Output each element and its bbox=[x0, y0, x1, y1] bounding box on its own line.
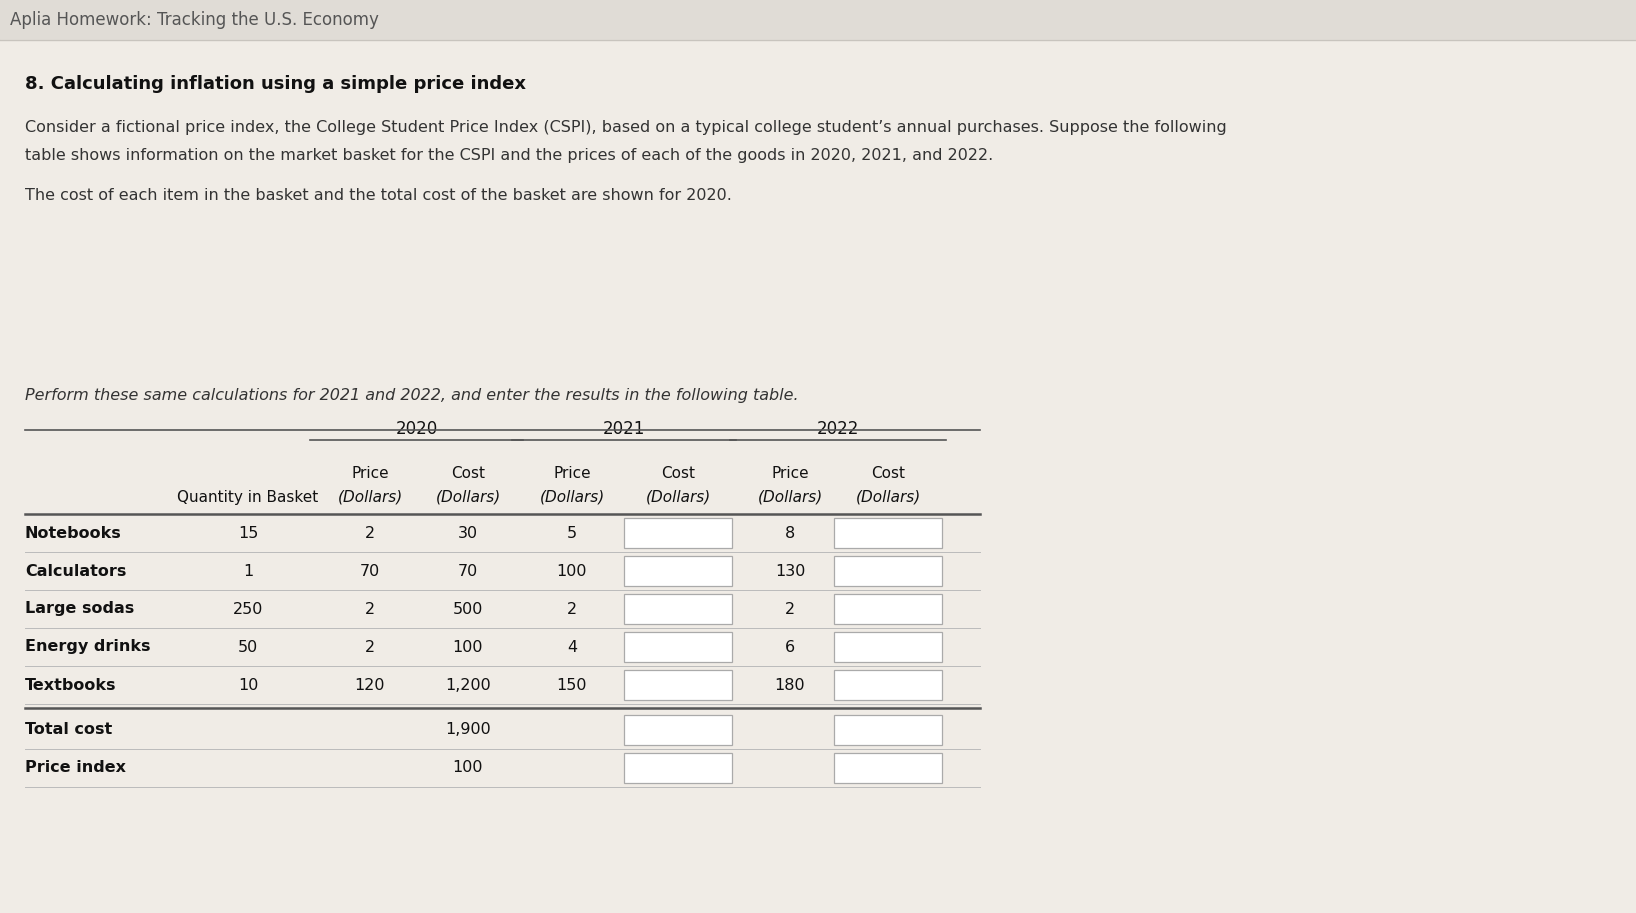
Text: 2: 2 bbox=[365, 526, 375, 540]
Text: Quantity in Basket: Quantity in Basket bbox=[177, 490, 319, 505]
Bar bbox=[834, 670, 942, 700]
Bar bbox=[623, 518, 731, 548]
Bar bbox=[834, 632, 942, 662]
Text: 2021: 2021 bbox=[602, 420, 645, 438]
Text: 2: 2 bbox=[785, 602, 795, 616]
Text: 180: 180 bbox=[775, 677, 805, 692]
Text: 2: 2 bbox=[365, 639, 375, 655]
Text: Textbooks: Textbooks bbox=[25, 677, 116, 692]
Text: 4: 4 bbox=[568, 639, 578, 655]
Text: (Dollars): (Dollars) bbox=[645, 490, 710, 505]
Bar bbox=[623, 632, 731, 662]
Text: 150: 150 bbox=[556, 677, 587, 692]
Text: 2020: 2020 bbox=[396, 420, 437, 438]
Text: 100: 100 bbox=[453, 761, 483, 775]
Bar bbox=[0, 0, 1636, 40]
Text: table shows information on the market basket for the CSPI and the prices of each: table shows information on the market ba… bbox=[25, 148, 993, 163]
Text: Price: Price bbox=[352, 466, 389, 481]
Text: Consider a fictional price index, the College Student Price Index (CSPI), based : Consider a fictional price index, the Co… bbox=[25, 120, 1227, 135]
Text: 1,200: 1,200 bbox=[445, 677, 491, 692]
Bar bbox=[834, 594, 942, 624]
Text: 500: 500 bbox=[453, 602, 483, 616]
Text: Cost: Cost bbox=[870, 466, 905, 481]
Text: (Dollars): (Dollars) bbox=[337, 490, 402, 505]
Text: 1: 1 bbox=[242, 563, 254, 579]
Text: 120: 120 bbox=[355, 677, 384, 692]
Text: 30: 30 bbox=[458, 526, 478, 540]
Text: 8. Calculating inflation using a simple price index: 8. Calculating inflation using a simple … bbox=[25, 75, 527, 93]
Text: Cost: Cost bbox=[661, 466, 695, 481]
Text: 70: 70 bbox=[458, 563, 478, 579]
Text: Aplia Homework: Tracking the U.S. Economy: Aplia Homework: Tracking the U.S. Econom… bbox=[10, 11, 380, 29]
Text: Notebooks: Notebooks bbox=[25, 526, 121, 540]
Bar bbox=[623, 753, 731, 783]
Bar bbox=[623, 670, 731, 700]
Text: 70: 70 bbox=[360, 563, 380, 579]
Bar bbox=[834, 556, 942, 586]
Text: Cost: Cost bbox=[452, 466, 484, 481]
Text: 15: 15 bbox=[237, 526, 258, 540]
Text: Perform these same calculations for 2021 and 2022, and enter the results in the : Perform these same calculations for 2021… bbox=[25, 388, 798, 403]
Text: Energy drinks: Energy drinks bbox=[25, 639, 151, 655]
Text: 100: 100 bbox=[556, 563, 587, 579]
Text: 100: 100 bbox=[453, 639, 483, 655]
Text: The cost of each item in the basket and the total cost of the basket are shown f: The cost of each item in the basket and … bbox=[25, 188, 731, 203]
Bar bbox=[623, 594, 731, 624]
Text: 1,900: 1,900 bbox=[445, 722, 491, 738]
Text: Price: Price bbox=[553, 466, 591, 481]
Text: (Dollars): (Dollars) bbox=[540, 490, 605, 505]
Text: Large sodas: Large sodas bbox=[25, 602, 134, 616]
Text: Calculators: Calculators bbox=[25, 563, 126, 579]
Text: Price: Price bbox=[771, 466, 808, 481]
Text: (Dollars): (Dollars) bbox=[757, 490, 823, 505]
Text: Total cost: Total cost bbox=[25, 722, 113, 738]
Text: 6: 6 bbox=[785, 639, 795, 655]
Text: 130: 130 bbox=[775, 563, 805, 579]
Text: 10: 10 bbox=[237, 677, 258, 692]
Bar bbox=[623, 556, 731, 586]
Text: Price index: Price index bbox=[25, 761, 126, 775]
Text: 2: 2 bbox=[568, 602, 578, 616]
Text: (Dollars): (Dollars) bbox=[435, 490, 501, 505]
Text: 250: 250 bbox=[232, 602, 263, 616]
Text: 50: 50 bbox=[237, 639, 258, 655]
Bar bbox=[834, 518, 942, 548]
Text: 8: 8 bbox=[785, 526, 795, 540]
Bar bbox=[834, 715, 942, 745]
Text: 2022: 2022 bbox=[816, 420, 859, 438]
Text: 5: 5 bbox=[568, 526, 578, 540]
Bar bbox=[834, 753, 942, 783]
Bar bbox=[623, 715, 731, 745]
Text: 2: 2 bbox=[365, 602, 375, 616]
Text: (Dollars): (Dollars) bbox=[856, 490, 921, 505]
